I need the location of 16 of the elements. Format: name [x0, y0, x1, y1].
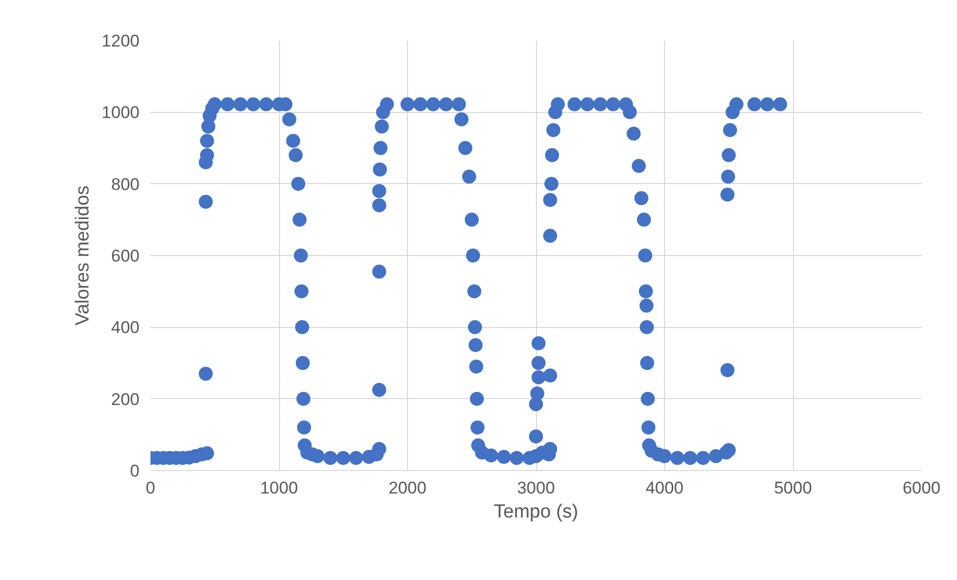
- x-tick-label: 1000: [260, 478, 298, 498]
- y-tick-label: 0: [130, 462, 140, 480]
- y-tick-label: 600: [111, 246, 140, 266]
- x-tick-label: 3000: [517, 478, 555, 498]
- y-tick-label: 200: [111, 390, 140, 409]
- x-tick-label: 2000: [388, 478, 426, 498]
- x-axis-title: Tempo (s): [494, 502, 578, 522]
- x-tick-label: 0: [146, 478, 156, 498]
- y-tick-label: 1000: [102, 103, 140, 122]
- y-tick-label: 400: [111, 318, 140, 338]
- x-tick-label: 6000: [902, 478, 940, 498]
- y-axis-title: Valores medidos: [72, 185, 94, 326]
- y-tick-label: 800: [111, 174, 140, 194]
- y-tick-label: 1200: [102, 32, 140, 50]
- x-tick-label: 4000: [646, 478, 684, 498]
- x-tick-label: 5000: [774, 478, 812, 498]
